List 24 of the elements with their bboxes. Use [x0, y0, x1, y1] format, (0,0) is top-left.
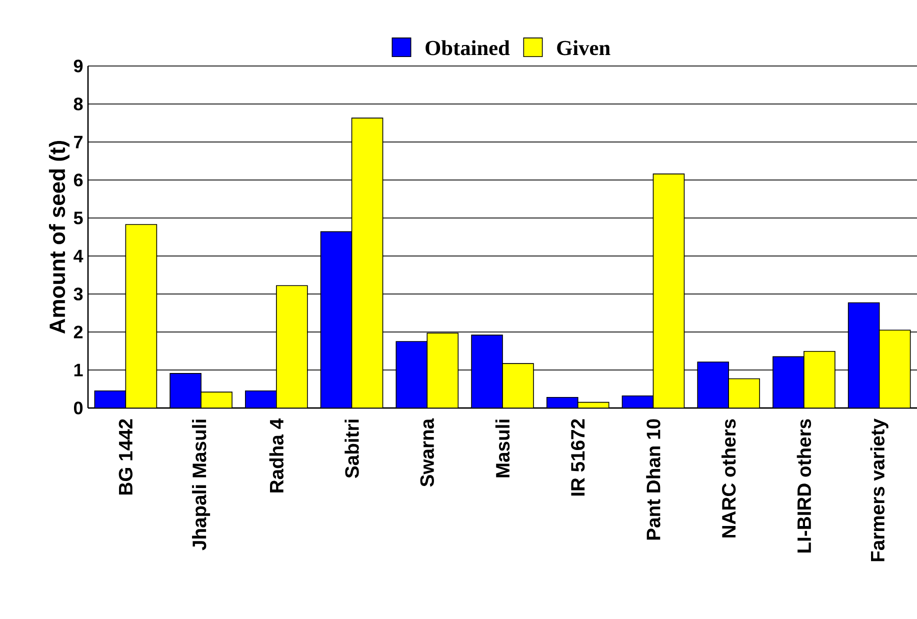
x-tick-label: Sabitri	[344, 420, 359, 478]
x-tick-label: IR 51672	[571, 419, 585, 496]
legend-label: Obtained	[426, 40, 510, 56]
x-tick-label: NARC others	[721, 419, 736, 538]
x-tick-label: Pant Dhan 10	[646, 419, 660, 540]
y-tick-label: 2	[74, 326, 83, 338]
y-tick-label: 7	[74, 136, 83, 148]
x-tick-label: BG 1442	[118, 419, 133, 494]
y-tick-label: 8	[74, 98, 83, 110]
y-tick-label: 4	[74, 250, 84, 262]
x-tick-label: Jhapali Masuli	[192, 420, 210, 550]
y-axis-title: Amount of seed (t)	[48, 140, 70, 334]
x-tick-label: Swarna	[420, 418, 434, 487]
legend-label: Given	[557, 40, 610, 56]
y-tick-label: 3	[74, 288, 83, 300]
y-tick-label: 1	[74, 364, 83, 376]
y-tick-label: 5	[74, 212, 83, 224]
x-tick-label: Farmers variety	[870, 418, 888, 562]
x-tick-label: LI-BIRD others	[796, 419, 812, 552]
x-tick-label: Radha 4	[269, 418, 284, 492]
y-tick-label: 9	[74, 60, 83, 72]
x-tick-label: Masuli	[495, 420, 510, 478]
y-tick-label: 0	[74, 402, 83, 414]
y-tick-label: 6	[74, 174, 83, 186]
